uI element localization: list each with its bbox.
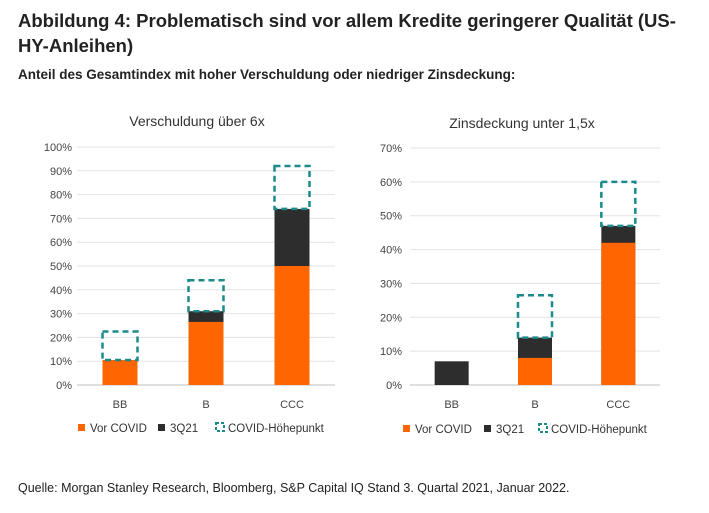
- chart2-bar-vor-covid-ccc: [601, 242, 636, 385]
- chart1-legend-swatch: [78, 424, 85, 431]
- chart1-ytick-label: 60%: [50, 237, 72, 249]
- chart2-ytick-label: 60%: [380, 177, 402, 189]
- chart1-category-label: CCC: [280, 399, 304, 411]
- chart2-ytick-label: 20%: [380, 312, 402, 324]
- chart1-ytick-label: 100%: [44, 142, 72, 154]
- chart1-legend-swatch-dashed: [215, 422, 225, 432]
- chart2-bar-3q21-bb: [434, 361, 469, 385]
- chart1-ytick-label: 30%: [50, 309, 72, 321]
- chart2-box-covid-peak-b: [516, 294, 554, 339]
- chart1-ytick-label: 70%: [50, 213, 72, 225]
- figure-subtitle: Anteil des Gesamtindex mit hoher Verschu…: [18, 67, 516, 82]
- chart1-ytick-label: 0%: [56, 380, 72, 392]
- chart1-box-covid-peak-b: [187, 279, 225, 313]
- chart1-bar-vor-covid-ccc: [274, 266, 310, 385]
- chart2-legend-swatch: [484, 425, 491, 432]
- chart1-box-covid-peak-ccc: [273, 164, 311, 211]
- chart1-ytick-label: 10%: [50, 356, 72, 368]
- chart2-ytick-label: 50%: [380, 211, 402, 223]
- chart1-title: Verschuldung über 6x: [129, 113, 264, 129]
- chart2-category-label: B: [531, 399, 538, 411]
- chart1-category-label: B: [202, 399, 209, 411]
- chart1-bar-vor-covid-b: [188, 321, 224, 385]
- chart2-category-label: CCC: [606, 399, 630, 411]
- chart2-ytick-label: 0%: [386, 380, 402, 392]
- chart2-ytick-label: 10%: [380, 346, 402, 358]
- chart1-legend-label: 3Q21: [170, 423, 198, 435]
- figure-title: Abbildung 4: Problematisch sind vor alle…: [18, 10, 676, 56]
- chart2-category-label: BB: [444, 399, 459, 411]
- chart1-category-label: BB: [113, 399, 128, 411]
- chart2-legend-label: COVID-Höhepunkt: [551, 424, 648, 436]
- chart2-box-covid-peak-ccc: [600, 180, 637, 228]
- chart2-title: Zinsdeckung unter 1,5x: [449, 115, 595, 131]
- chart1-legend-label: Vor COVID: [90, 423, 147, 435]
- chart2-legend-swatch-dashed: [538, 423, 548, 433]
- chart2-ytick-label: 70%: [380, 143, 402, 155]
- chart1-ytick-label: 50%: [50, 261, 72, 273]
- chart1-ytick-label: 20%: [50, 332, 72, 344]
- chart2-ytick-label: 30%: [380, 278, 402, 290]
- chart2-bar-vor-covid-b: [518, 357, 552, 385]
- chart1-ytick-label: 90%: [50, 166, 72, 178]
- chart2-legend-swatch: [403, 425, 410, 432]
- chart1-box-covid-peak-bb: [101, 330, 139, 362]
- chart2-ytick-label: 40%: [380, 245, 402, 257]
- chart1-ytick-label: 80%: [50, 190, 72, 202]
- source-note: Quelle: Morgan Stanley Research, Bloombe…: [18, 481, 570, 495]
- chart2-legend-label: 3Q21: [496, 424, 524, 436]
- chart1-legend-swatch: [158, 424, 165, 431]
- chart1-legend-label: COVID-Höhepunkt: [228, 423, 325, 435]
- chart1-ytick-label: 40%: [50, 285, 72, 297]
- chart2-legend-label: Vor COVID: [415, 424, 472, 436]
- chart1-bar-vor-covid-bb: [102, 360, 138, 385]
